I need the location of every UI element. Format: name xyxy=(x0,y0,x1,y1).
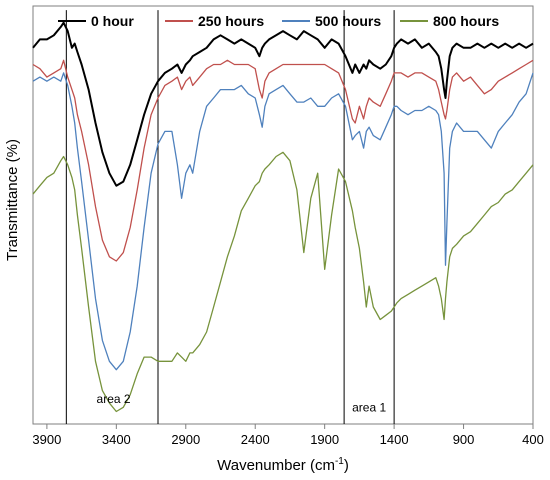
series-lines xyxy=(32,21,534,413)
series-line-3 xyxy=(32,151,534,413)
legend-label-3: 800 hours xyxy=(433,13,499,29)
legend-label-1: 250 hours xyxy=(198,13,264,29)
series-line-1 xyxy=(32,59,534,262)
y-axis-title: Transmittance (%) xyxy=(4,139,21,261)
x-axis-title: Wavenumber (cm-1) xyxy=(217,456,349,474)
x-axis-title-end: ) xyxy=(344,457,349,474)
x-tick-label-5: 1400 xyxy=(380,432,409,447)
vertical-reference-lines xyxy=(65,10,395,424)
legend-label-0: 0 hour xyxy=(91,13,134,29)
legend: 0 hour 250 hours 500 hours 800 hours xyxy=(58,13,499,29)
legend-label-2: 500 hours xyxy=(315,13,381,29)
series-line-0 xyxy=(32,21,534,187)
x-tick-label-4: 1900 xyxy=(310,432,339,447)
chart-annotations: area 2 area 1 xyxy=(97,392,387,414)
x-tick-label-3: 2400 xyxy=(241,432,270,447)
plot-area-border xyxy=(32,5,534,425)
x-axis-title-main: Wavenumber (cm xyxy=(217,457,335,474)
x-tick-label-0: 3900 xyxy=(32,432,61,447)
x-tick-label-7: 400 xyxy=(522,432,544,447)
annotation-1: area 1 xyxy=(352,400,386,414)
x-axis-title-sup: -1 xyxy=(335,456,344,467)
plot-frame xyxy=(32,5,534,425)
x-tick-label-1: 3400 xyxy=(102,432,131,447)
x-tick-label-2: 2900 xyxy=(171,432,200,447)
annotation-0: area 2 xyxy=(97,392,131,406)
x-axis-ticks: 3900 3400 2900 2400 1900 1400 900 400 xyxy=(32,424,544,447)
series-line-2 xyxy=(32,72,534,371)
x-tick-label-6: 900 xyxy=(453,432,475,447)
